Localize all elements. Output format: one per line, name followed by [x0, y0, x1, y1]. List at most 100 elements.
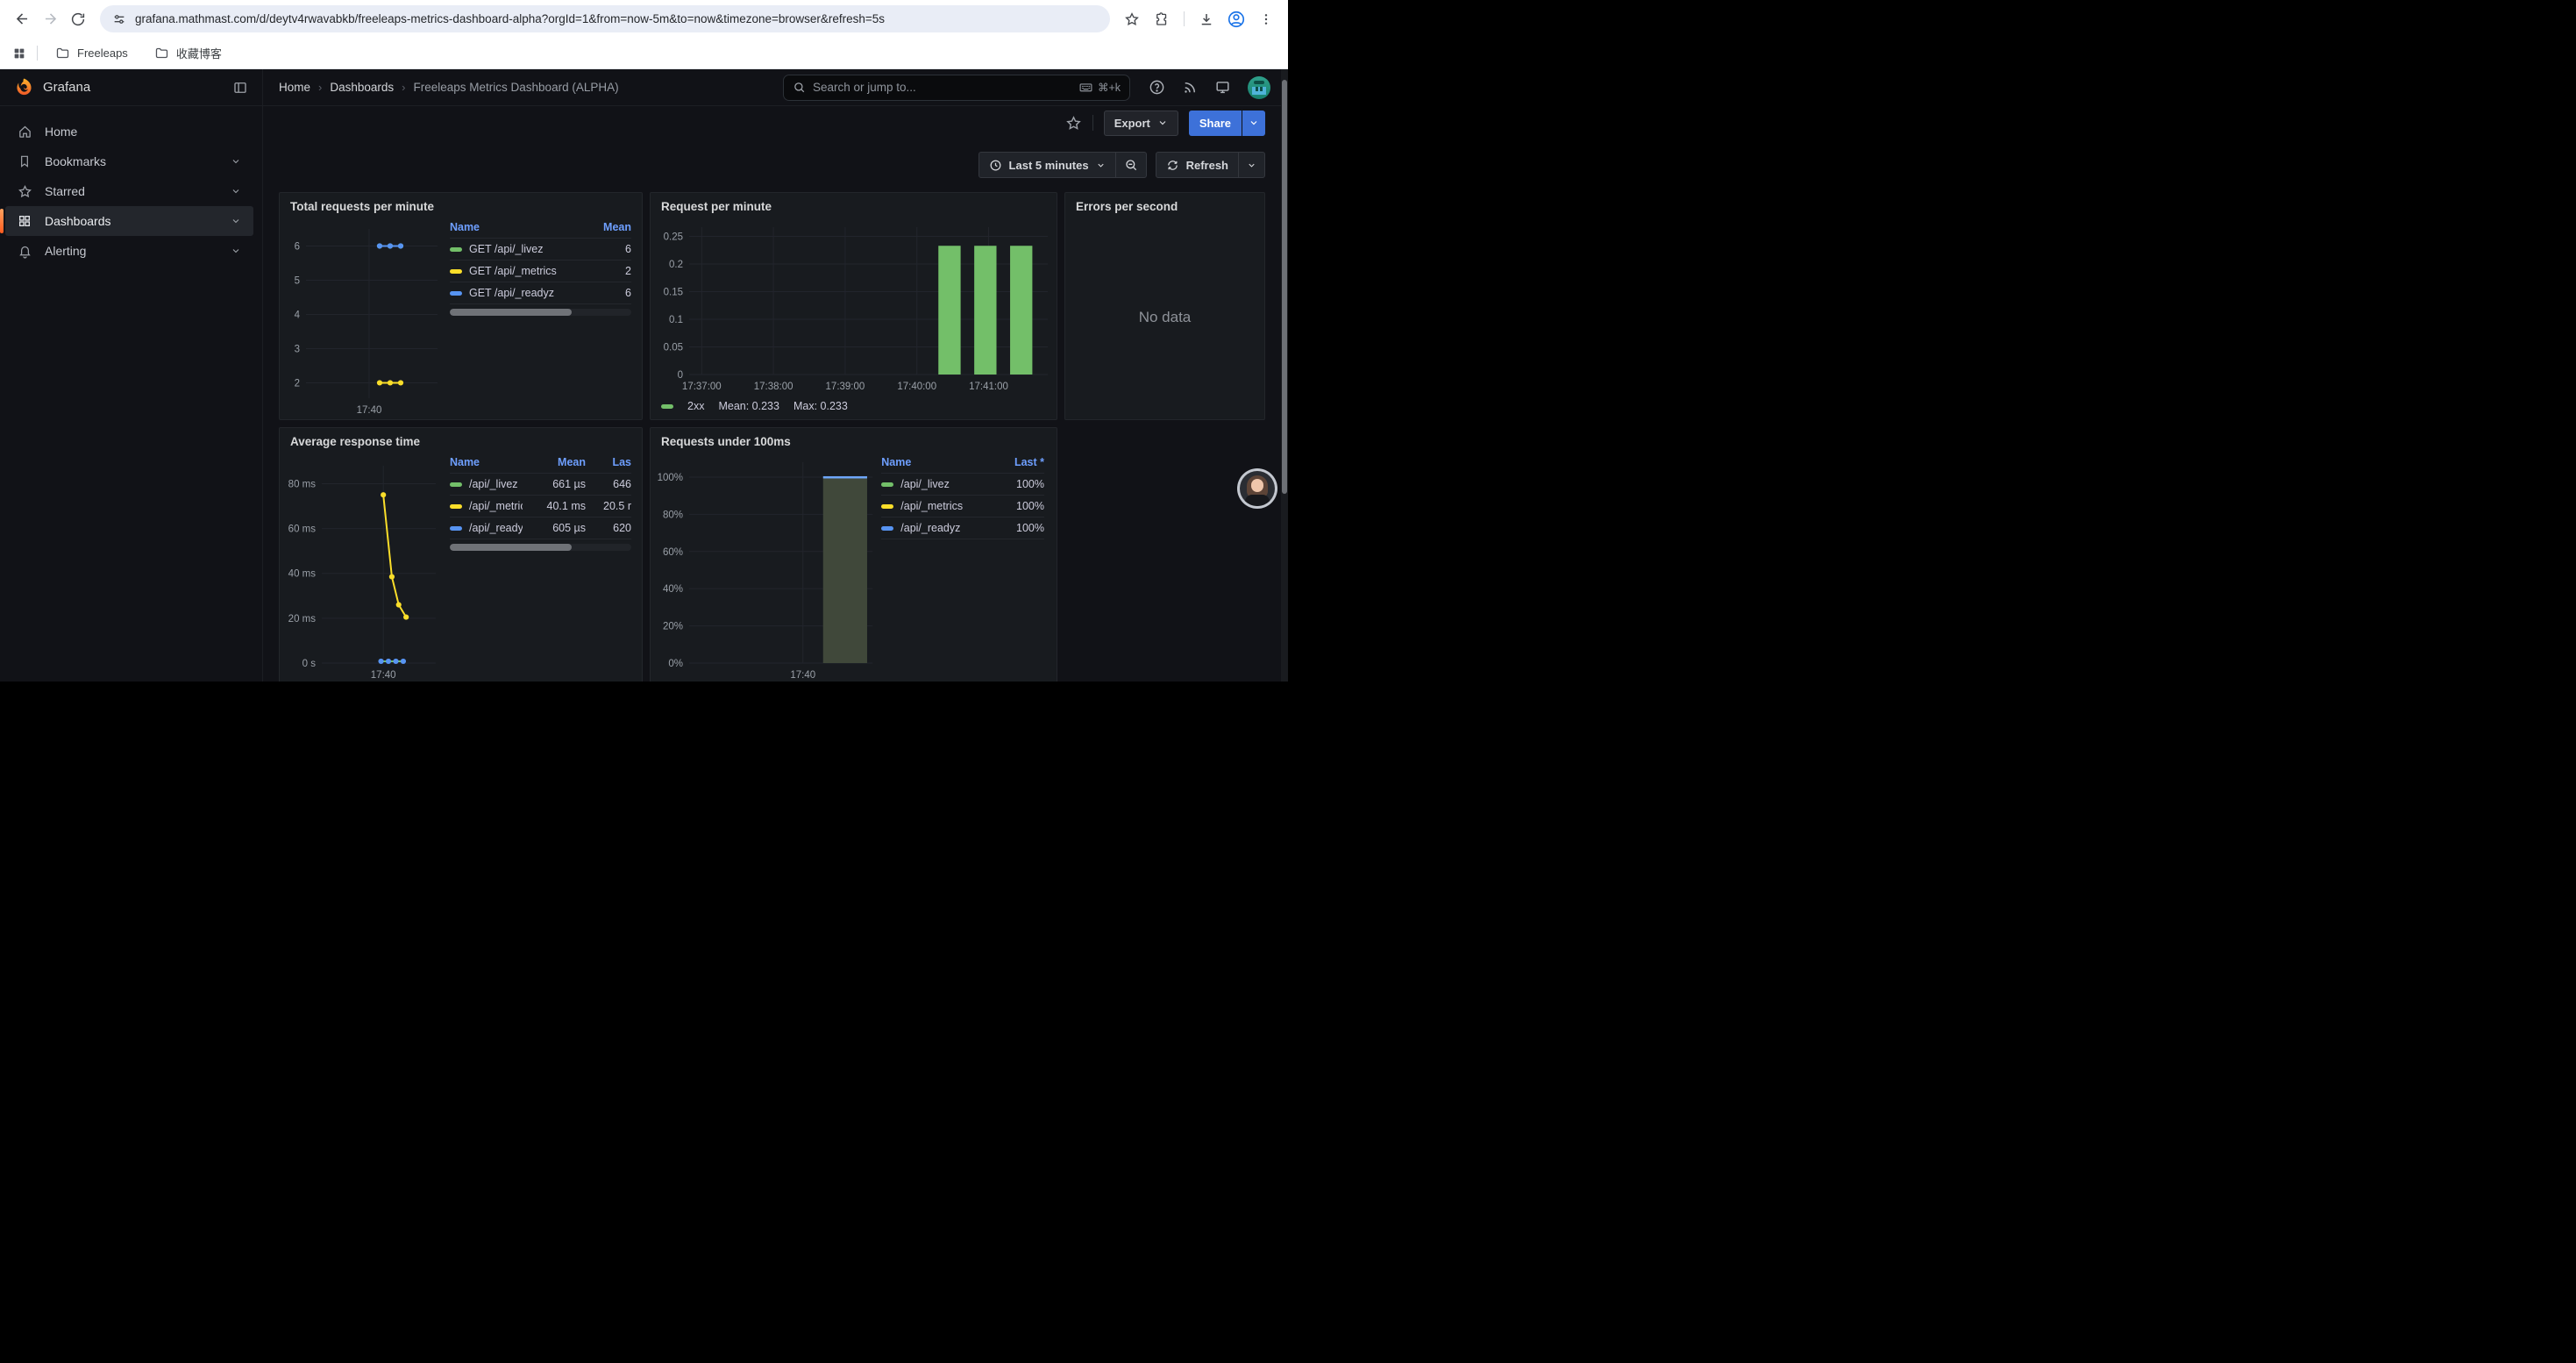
- time-range-picker[interactable]: Last 5 minutes: [979, 153, 1115, 177]
- url-text[interactable]: grafana.mathmast.com/d/deytv4rwavabkb/fr…: [135, 12, 885, 25]
- site-settings-icon[interactable]: [112, 12, 126, 26]
- svg-text:5: 5: [295, 275, 300, 286]
- back-button[interactable]: [9, 6, 35, 32]
- panel-title[interactable]: Errors per second: [1065, 193, 1264, 215]
- sidebar-item-bookmarks[interactable]: Bookmarks: [0, 146, 253, 176]
- breadcrumb-item-1[interactable]: Dashboards: [330, 81, 394, 94]
- svg-text:17:40: 17:40: [371, 670, 396, 681]
- legend-row[interactable]: GET /api/_metrics2: [450, 260, 631, 282]
- refresh-group: Refresh: [1156, 152, 1265, 178]
- series-name[interactable]: /api/_readyz: [450, 517, 523, 539]
- panel-title[interactable]: Total requests per minute: [280, 193, 642, 215]
- grafana-topbar: Grafana Home›Dashboards›Freeleaps Metric…: [0, 69, 1288, 106]
- panel-errors-per-second: Errors per second No data: [1064, 192, 1265, 420]
- legend-row[interactable]: /api/_livez100%: [881, 474, 1044, 496]
- breadcrumb-item-0[interactable]: Home: [279, 81, 310, 94]
- series-name[interactable]: /api/_livez: [881, 474, 988, 496]
- address-bar[interactable]: grafana.mathmast.com/d/deytv4rwavabkb/fr…: [100, 5, 1110, 32]
- bookmarks-bar: Freeleaps 收藏博客: [0, 38, 1288, 69]
- bookmark-folder-0[interactable]: Freeleaps: [48, 42, 135, 64]
- browser-menu-icon[interactable]: [1253, 6, 1279, 32]
- refresh-interval-button[interactable]: [1238, 153, 1264, 177]
- sidebar-item-dashboards[interactable]: Dashboards: [5, 206, 253, 236]
- chevron-down-icon[interactable]: [231, 246, 241, 256]
- bookmark-folder-1[interactable]: 收藏博客: [147, 41, 229, 65]
- series-name[interactable]: GET /api/_readyz: [450, 282, 575, 304]
- series-name[interactable]: /api/_livez: [450, 474, 523, 496]
- chart-requests-under-100ms[interactable]: 100%80%60%40%20%0%17:40: [651, 450, 878, 682]
- bookmarks-divider: [37, 46, 38, 61]
- legend-request-per-minute: 2xx Mean: 0.233 Max: 0.233: [651, 397, 1057, 419]
- series-swatch: [450, 291, 462, 296]
- legend-column-header[interactable]: Name: [450, 453, 523, 474]
- legend-row[interactable]: /api/_metrics100%: [881, 496, 1044, 517]
- bookmark-star-icon[interactable]: [1119, 6, 1145, 32]
- favorite-star-icon[interactable]: [1065, 115, 1082, 132]
- sidebar-item-alerting[interactable]: Alerting: [0, 236, 253, 266]
- star-icon: [17, 184, 32, 199]
- chevron-down-icon[interactable]: [231, 156, 241, 167]
- series-name[interactable]: 2xx: [687, 400, 704, 412]
- actions-divider: [1092, 115, 1093, 131]
- search-input[interactable]: Search or jump to... ⌘+k: [783, 75, 1130, 101]
- assistant-avatar[interactable]: [1237, 468, 1277, 509]
- panel-title[interactable]: Average response time: [280, 428, 642, 450]
- legend-row[interactable]: /api/_readyz605 µs620: [450, 517, 631, 539]
- series-name[interactable]: /api/_metrics: [450, 496, 523, 517]
- browser-toolbar: grafana.mathmast.com/d/deytv4rwavabkb/fr…: [0, 0, 1288, 38]
- legend-row[interactable]: /api/_readyz100%: [881, 517, 1044, 539]
- profile-icon[interactable]: [1223, 6, 1249, 32]
- svg-text:40%: 40%: [663, 584, 683, 595]
- news-rss-icon[interactable]: [1182, 80, 1198, 96]
- panel-title[interactable]: Requests under 100ms: [651, 428, 1057, 450]
- page-scrollbar[interactable]: [1281, 69, 1288, 682]
- series-name[interactable]: /api/_metrics: [881, 496, 988, 517]
- user-avatar[interactable]: [1248, 76, 1270, 99]
- extensions-icon[interactable]: [1149, 6, 1175, 32]
- help-icon[interactable]: [1149, 79, 1165, 96]
- chevron-down-icon[interactable]: [231, 186, 241, 196]
- monitor-icon[interactable]: [1214, 79, 1231, 96]
- forward-button[interactable]: [37, 6, 63, 32]
- panel-title[interactable]: Request per minute: [651, 193, 1057, 215]
- series-name[interactable]: GET /api/_metrics: [450, 260, 575, 282]
- legend-column-header[interactable]: Name: [881, 453, 988, 474]
- series-name[interactable]: GET /api/_livez: [450, 239, 575, 260]
- reload-button[interactable]: [65, 6, 91, 32]
- grafana-logo[interactable]: [14, 77, 34, 97]
- legend-row[interactable]: GET /api/_livez6: [450, 239, 631, 260]
- chevron-down-icon: [1157, 118, 1168, 128]
- zoom-out-button[interactable]: [1115, 153, 1146, 177]
- legend-column-header[interactable]: Mean: [523, 453, 586, 474]
- legend-column-header[interactable]: Last *: [988, 453, 1044, 474]
- chart-request-per-minute[interactable]: 0.250.20.150.10.05017:37:0017:38:0017:39…: [651, 215, 1057, 397]
- sidebar-item-starred[interactable]: Starred: [0, 176, 253, 206]
- legend-row[interactable]: /api/_livez661 µs646: [450, 474, 631, 496]
- brand-name[interactable]: Grafana: [43, 80, 90, 95]
- chevron-down-icon[interactable]: [231, 216, 241, 226]
- legend-column-header[interactable]: Name: [450, 218, 575, 239]
- apps-grid-icon[interactable]: [12, 46, 26, 61]
- downloads-icon[interactable]: [1193, 6, 1220, 32]
- legend-row[interactable]: GET /api/_readyz6: [450, 282, 631, 304]
- dock-menu-icon[interactable]: [232, 80, 248, 96]
- chart-average-response-time[interactable]: 80 ms60 ms40 ms20 ms0 s17:40: [280, 450, 446, 682]
- series-value: 2: [575, 260, 631, 282]
- legend-column-header[interactable]: Las: [586, 453, 631, 474]
- share-menu-button[interactable]: [1242, 111, 1265, 136]
- scrollbar-thumb[interactable]: [1282, 80, 1287, 494]
- share-button[interactable]: Share: [1189, 111, 1242, 136]
- legend-row[interactable]: /api/_metrics40.1 ms20.5 r: [450, 496, 631, 517]
- series-value: 6: [575, 239, 631, 260]
- legend-scrollbar[interactable]: [450, 544, 631, 551]
- chart-total-requests[interactable]: 6543217:40: [280, 215, 446, 419]
- refresh-button[interactable]: Refresh: [1156, 153, 1238, 177]
- dashboard-actions: Export Share: [279, 106, 1265, 139]
- sidebar-item-home[interactable]: Home: [0, 117, 253, 146]
- folder-label: 收藏博客: [176, 45, 222, 61]
- series-name[interactable]: /api/_readyz: [881, 517, 988, 539]
- legend-scrollbar[interactable]: [450, 309, 631, 316]
- legend-column-header[interactable]: Mean: [575, 218, 631, 239]
- export-button[interactable]: Export: [1104, 111, 1178, 136]
- svg-text:17:41:00: 17:41:00: [969, 382, 1008, 392]
